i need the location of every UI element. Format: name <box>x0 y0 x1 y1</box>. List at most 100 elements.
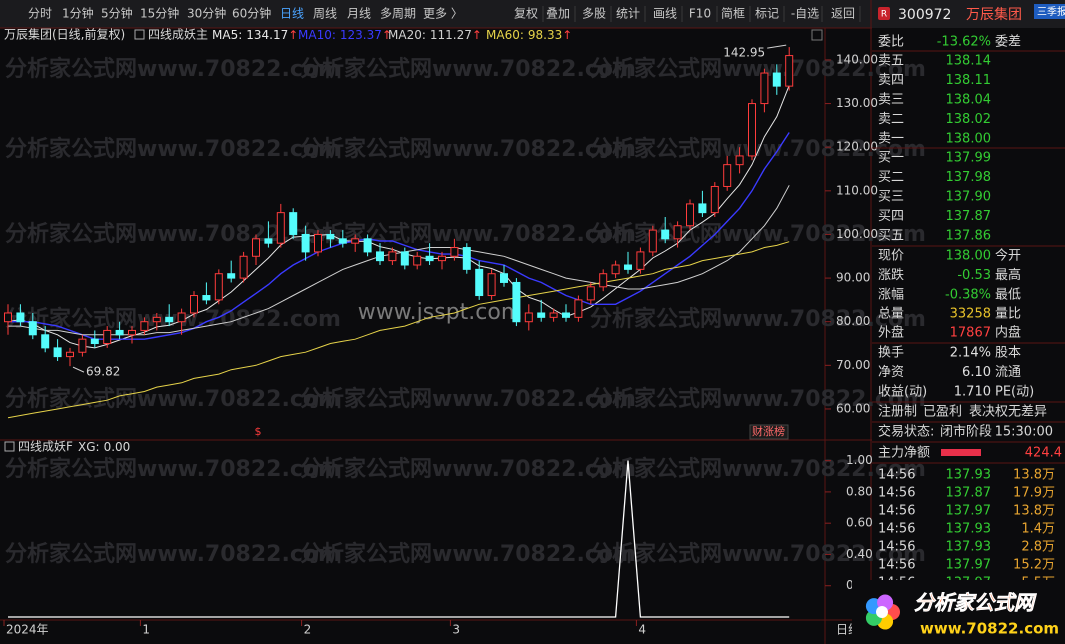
watermark: 分析家公式网www.70822.com <box>590 56 926 82</box>
watermark: 分析家公式网www.70822.com <box>300 56 636 82</box>
watermark: 分析家公式网www.70822.com <box>5 56 341 82</box>
trade-time: 14:56 <box>878 558 915 573</box>
toolbar-button[interactable]: -自选 <box>791 7 819 21</box>
stat-label: 量比 <box>995 307 1021 322</box>
ask-label: 卖三 <box>878 93 904 108</box>
toolbar-button[interactable]: 简框 <box>721 7 745 21</box>
toolbar-button[interactable]: F10 <box>689 7 711 21</box>
watermark: 分析家公式网www.70822.com <box>590 456 926 482</box>
candle-body <box>363 238 372 253</box>
y-tick-label: 0.80 <box>846 484 873 498</box>
legend-name: MA5: <box>212 28 242 42</box>
legend-name: MA60: <box>486 28 524 42</box>
legend-entry: MA5: 134.17↑ <box>212 28 298 42</box>
y-tick-label: 120.00 <box>836 140 878 154</box>
y-tick-label: 140.00 <box>836 52 878 66</box>
legend-arrow: ↑ <box>382 28 392 42</box>
ma-line <box>8 185 790 336</box>
y-tick-label: 100.00 <box>836 227 878 241</box>
candle-body <box>537 312 546 318</box>
candle-body <box>785 55 794 87</box>
toolbar-button[interactable]: 返回 <box>831 7 855 21</box>
ma-line <box>7 241 790 419</box>
candle-body <box>475 268 484 297</box>
toolbar-item[interactable]: 日线 <box>280 7 304 21</box>
status-label: 交易状态: <box>878 424 934 440</box>
indicator-icon <box>4 441 15 452</box>
chart-title: 万辰集团(日线,前复权) <box>4 27 125 42</box>
toolbar-button[interactable]: 统计 <box>616 7 640 21</box>
main-net-bar <box>941 449 981 456</box>
watermark: 分析家公式网www.70822.com <box>5 386 341 412</box>
legend-entry: MA20: 111.27↑ <box>388 28 482 42</box>
toolbar-item[interactable]: 15分钟 <box>140 6 179 21</box>
toolbar-button[interactable]: 叠加 <box>546 7 570 21</box>
toolbar-item[interactable]: 月线 <box>347 7 371 21</box>
trade-time: 14:56 <box>878 522 915 537</box>
y-tick-label: 70.00 <box>836 358 870 372</box>
toolbar-button[interactable]: 画线 <box>653 7 677 21</box>
toolbar-item[interactable]: 30分钟 <box>187 6 226 21</box>
stat-label: 收益(动) <box>878 385 927 400</box>
candle-body <box>723 164 732 187</box>
toolbar-button[interactable]: 标记 <box>755 7 779 21</box>
stat-label: 最高 <box>995 267 1021 283</box>
stat-label: 最低 <box>995 288 1021 303</box>
x-tick-label: 2 <box>304 623 312 637</box>
toolbar-item[interactable]: 多周期 <box>380 7 416 21</box>
candle-body <box>574 299 583 318</box>
stat-label: 今开 <box>995 248 1021 264</box>
trade-time: 14:56 <box>878 468 915 483</box>
stat-label: 涨幅 <box>878 288 904 303</box>
toolbar-button[interactable]: 复权 <box>514 7 538 21</box>
ask-price: 138.14 <box>946 54 992 69</box>
center-watermark: www.jsspt.com <box>358 300 523 325</box>
watermark: 分析家公式网www.70822.com <box>5 541 341 567</box>
toolbar-item[interactable]: 60分钟 <box>232 6 271 21</box>
y-tick-label: 60.00 <box>836 401 870 415</box>
candle-body <box>562 312 570 318</box>
toolbar-item[interactable]: 分时 <box>28 7 52 21</box>
candle-body <box>202 295 211 301</box>
watermark: 分析家公式网www.70822.com <box>300 541 636 567</box>
candle-body <box>152 316 161 323</box>
toolbar-item[interactable]: 1分钟 <box>62 6 94 21</box>
toolbar-item[interactable]: 5分钟 <box>101 6 133 21</box>
y-tick-label: 130.00 <box>836 96 878 110</box>
high-annotation: 142.95 <box>723 46 765 60</box>
candle-body <box>66 351 74 358</box>
ma-line <box>7 85 790 349</box>
stat-value: 6.10 <box>962 365 991 380</box>
tag: 注册制 <box>878 405 917 420</box>
watermark: 分析家公式网www.70822.com <box>590 306 926 332</box>
ma-line <box>8 132 790 340</box>
candle-body <box>512 281 521 323</box>
bid-price: 137.98 <box>946 170 992 185</box>
candle-body <box>772 72 781 87</box>
stock-code: 300972 <box>898 7 951 23</box>
candle-body <box>264 238 273 244</box>
stat-label: PE(动) <box>995 385 1034 400</box>
toolbar-item[interactable]: 周线 <box>313 7 337 21</box>
value: -13.62% <box>937 35 991 50</box>
quote-header <box>872 0 1065 28</box>
logo-center <box>876 606 888 618</box>
candle-body <box>636 251 645 270</box>
ask-price: 138.02 <box>946 112 992 127</box>
bid-price: 137.87 <box>946 209 992 224</box>
legend-arrow: ↑ <box>288 28 298 42</box>
candle-body <box>611 264 620 275</box>
stat-label: 净资 <box>878 365 904 380</box>
candle-body <box>214 273 223 301</box>
candle-body <box>115 329 124 336</box>
trade-price: 137.93 <box>946 540 992 555</box>
watermark: 分析家公式网www.70822.com <box>5 136 341 162</box>
low-annotation: 69.82 <box>86 365 120 379</box>
stat-value: 138.00 <box>946 249 992 264</box>
status-value: 闭市阶段 <box>940 424 992 440</box>
toolbar-item[interactable]: 更多 〉 <box>423 7 463 21</box>
x-tick-label: 4 <box>638 623 646 637</box>
toolbar-button[interactable]: 多股 <box>582 7 606 21</box>
bid-price: 137.90 <box>946 190 992 205</box>
candle-body <box>314 233 322 253</box>
